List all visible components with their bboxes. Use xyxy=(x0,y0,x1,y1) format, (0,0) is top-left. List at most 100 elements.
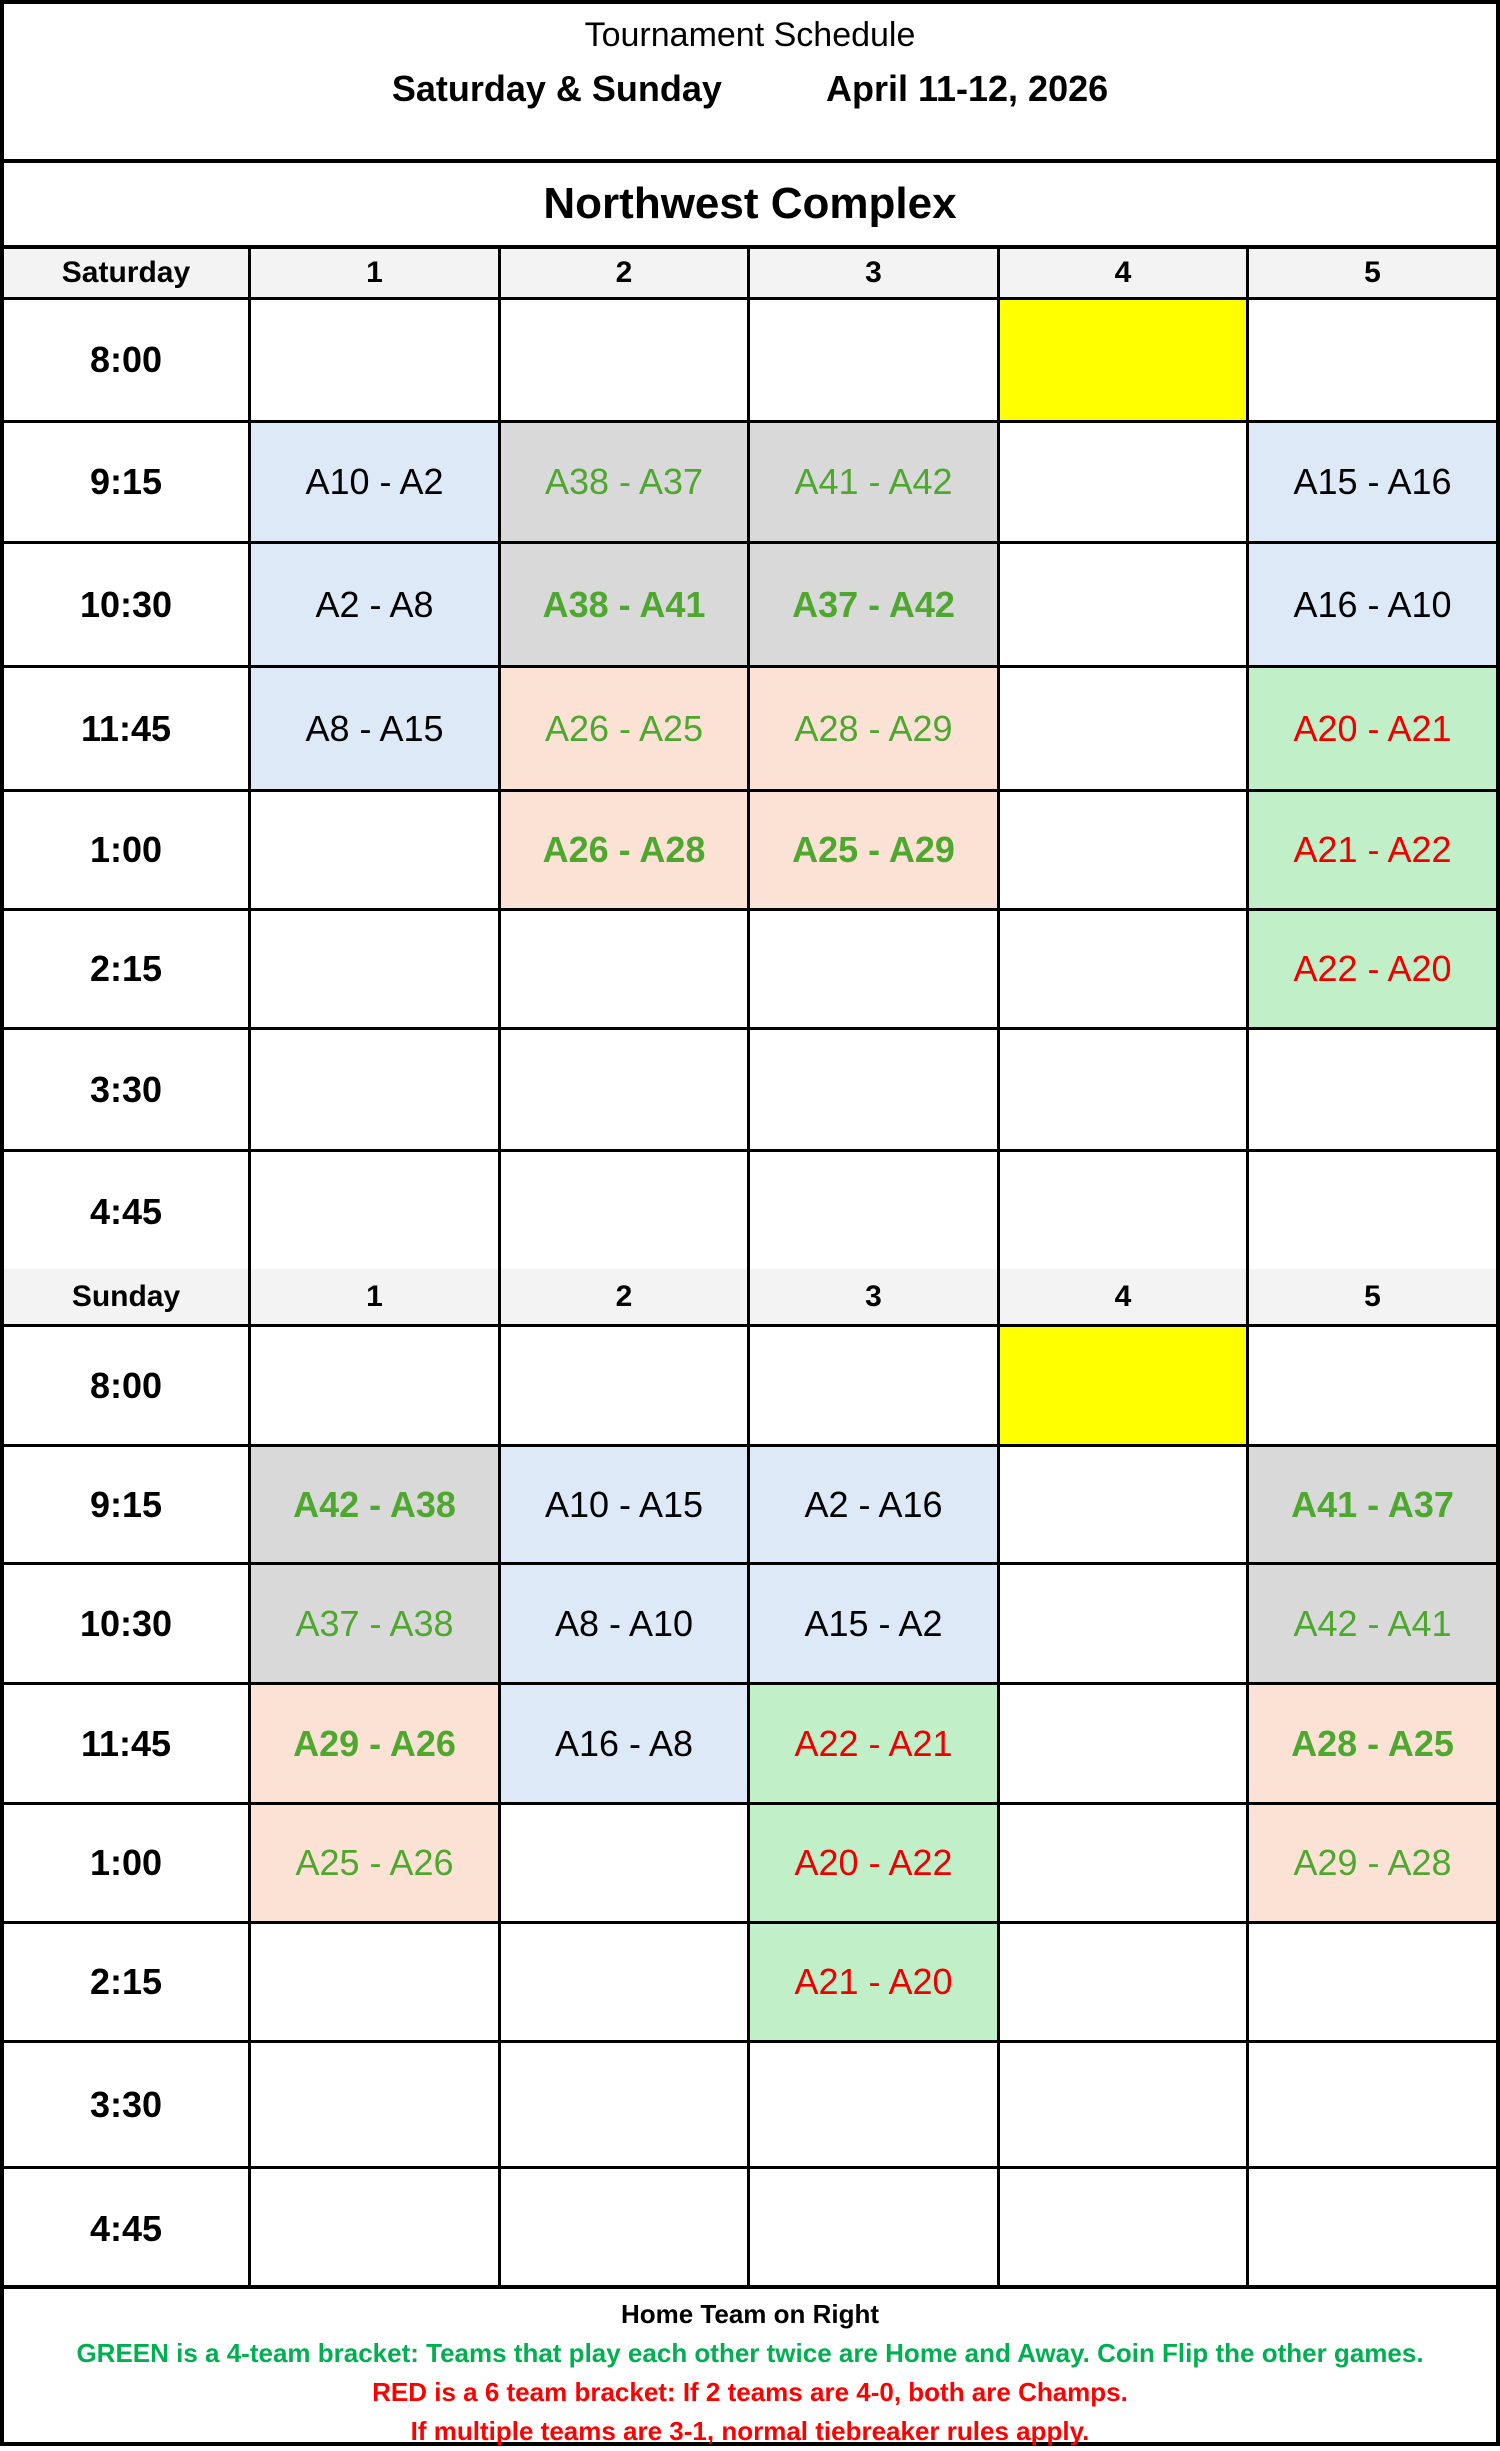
game-cell: A25 - A29 xyxy=(750,792,1000,911)
empty-cell xyxy=(1249,1030,1496,1152)
field-header-1: 1 xyxy=(251,249,501,300)
footer-notes: Home Team on Right GREEN is a 4-team bra… xyxy=(4,2285,1496,2446)
empty-cell xyxy=(1000,2043,1249,2169)
empty-cell xyxy=(251,1327,501,1447)
game-cell: A21 - A22 xyxy=(1249,792,1496,911)
empty-cell xyxy=(251,792,501,911)
empty-cell xyxy=(251,1030,501,1152)
header: Tournament Schedule Saturday & Sunday Apr… xyxy=(4,4,1496,163)
empty-cell xyxy=(1000,1565,1249,1685)
game-cell: A38 - A41 xyxy=(501,544,750,668)
empty-cell xyxy=(750,1327,1000,1447)
field-header-3: 3 xyxy=(750,249,1000,300)
time-slot: 1:00 xyxy=(4,1805,251,1924)
red-bracket-note: RED is a 6 team bracket: If 2 teams are … xyxy=(372,2377,1128,2407)
empty-cell xyxy=(501,1152,750,1271)
empty-cell xyxy=(501,1030,750,1152)
field-header-1: 1 xyxy=(251,1269,501,1327)
empty-cell xyxy=(1249,1924,1496,2043)
empty-cell xyxy=(1000,1447,1249,1565)
field-header-2: 2 xyxy=(501,1269,750,1327)
game-cell: A26 - A28 xyxy=(501,792,750,911)
empty-cell xyxy=(1000,1924,1249,2043)
empty-cell xyxy=(1000,1685,1249,1805)
game-cell: A41 - A42 xyxy=(750,423,1000,544)
empty-cell xyxy=(1000,1805,1249,1924)
game-cell: A20 - A22 xyxy=(750,1805,1000,1924)
time-slot: 3:30 xyxy=(4,2043,251,2169)
days: Saturday & Sunday xyxy=(391,68,722,109)
empty-cell xyxy=(251,2043,501,2169)
game-cell: A29 - A26 xyxy=(251,1685,501,1805)
empty-cell xyxy=(1249,1152,1496,1271)
empty-cell xyxy=(1249,300,1496,423)
saturday-grid: Saturday 1 2 3 4 5 8:00 9:15 A10 - A2 A38 - A37 A4… xyxy=(4,249,1496,1271)
game-cell: A2 - A8 xyxy=(251,544,501,668)
game-cell: A10 - A2 xyxy=(251,423,501,544)
empty-cell xyxy=(750,1030,1000,1152)
empty-cell xyxy=(501,1327,750,1447)
time-slot: 4:45 xyxy=(4,2169,251,2289)
game-cell: A42 - A41 xyxy=(1249,1565,1496,1685)
game-cell: A16 - A10 xyxy=(1249,544,1496,668)
game-cell: A20 - A21 xyxy=(1249,668,1496,792)
subtitle: Saturday & Sunday April 11-12, 2026 xyxy=(4,68,1496,110)
game-cell: A10 - A15 xyxy=(501,1447,750,1565)
game-cell: A28 - A29 xyxy=(750,668,1000,792)
empty-cell xyxy=(1000,1152,1249,1271)
title: Tournament Schedule xyxy=(584,16,916,54)
empty-cell xyxy=(1249,2043,1496,2169)
field-header-4: 4 xyxy=(1000,249,1249,300)
time-slot: 3:30 xyxy=(4,1030,251,1152)
empty-cell xyxy=(1000,423,1249,544)
empty-cell xyxy=(501,1924,750,2043)
game-cell: A21 - A20 xyxy=(750,1924,1000,2043)
empty-cell xyxy=(501,911,750,1030)
game-cell: A16 - A8 xyxy=(501,1685,750,1805)
empty-cell xyxy=(251,2169,501,2289)
field-header-4: 4 xyxy=(1000,1269,1249,1327)
empty-cell xyxy=(1000,1030,1249,1152)
day-label: Saturday xyxy=(4,249,251,300)
empty-cell xyxy=(501,300,750,423)
field-header-2: 2 xyxy=(501,249,750,300)
game-cell: A22 - A20 xyxy=(1249,911,1496,1030)
empty-cell xyxy=(750,2043,1000,2169)
empty-cell xyxy=(251,911,501,1030)
game-cell: A37 - A42 xyxy=(750,544,1000,668)
field-header-3: 3 xyxy=(750,1269,1000,1327)
time-slot: 2:15 xyxy=(4,911,251,1030)
time-slot: 11:45 xyxy=(4,668,251,792)
blocked-cell xyxy=(1000,1327,1249,1447)
game-cell: A29 - A28 xyxy=(1249,1805,1496,1924)
time-slot: 10:30 xyxy=(4,544,251,668)
time-slot: 8:00 xyxy=(4,1327,251,1447)
empty-cell xyxy=(750,1152,1000,1271)
empty-cell xyxy=(251,300,501,423)
game-cell: A25 - A26 xyxy=(251,1805,501,1924)
time-slot: 11:45 xyxy=(4,1685,251,1805)
game-cell: A8 - A15 xyxy=(251,668,501,792)
game-cell: A42 - A38 xyxy=(251,1447,501,1565)
field-header-5: 5 xyxy=(1249,249,1496,300)
sunday-grid: Sunday 1 2 3 4 5 8:00 9:15 A42 - A38 A10 - A15 A2 … xyxy=(4,1269,1496,2289)
empty-cell xyxy=(1249,1327,1496,1447)
empty-cell xyxy=(251,1924,501,2043)
time-slot: 9:15 xyxy=(4,1447,251,1565)
empty-cell xyxy=(1000,911,1249,1030)
game-cell: A15 - A2 xyxy=(750,1565,1000,1685)
empty-cell xyxy=(750,911,1000,1030)
empty-cell xyxy=(1000,668,1249,792)
empty-cell xyxy=(750,300,1000,423)
empty-cell xyxy=(1000,2169,1249,2289)
empty-cell xyxy=(501,1805,750,1924)
empty-cell xyxy=(251,1152,501,1271)
game-cell: A26 - A25 xyxy=(501,668,750,792)
game-cell: A38 - A37 xyxy=(501,423,750,544)
green-bracket-note: GREEN is a 4-team bracket: Teams that pl… xyxy=(76,2338,1424,2368)
day-label: Sunday xyxy=(4,1269,251,1327)
game-cell: A8 - A10 xyxy=(501,1565,750,1685)
game-cell: A22 - A21 xyxy=(750,1685,1000,1805)
time-slot: 1:00 xyxy=(4,792,251,911)
